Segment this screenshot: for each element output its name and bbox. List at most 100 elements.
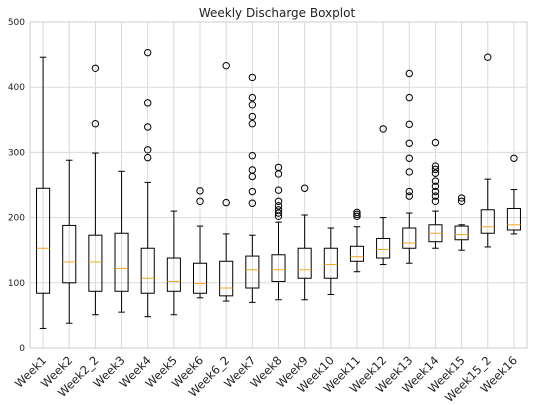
outlier-point: [431, 197, 440, 206]
box-iqr: [245, 255, 260, 289]
outlier-point: [431, 177, 440, 185]
outlier-point: [457, 194, 466, 202]
outlier-point: [248, 166, 257, 174]
outlier-point: [405, 93, 413, 102]
box-iqr: [192, 262, 208, 294]
box-iqr: [140, 247, 155, 294]
outlier-point: [248, 73, 257, 82]
outlier-point: [248, 187, 257, 196]
box-week11: [349, 208, 365, 273]
box-week1: [36, 56, 51, 329]
outlier-point: [405, 69, 413, 78]
outlier-point: [457, 197, 466, 206]
outlier-point: [248, 120, 257, 128]
outlier-point: [405, 192, 413, 200]
box-week2: [62, 159, 77, 324]
outlier-point: [405, 168, 413, 176]
outlier-point: [248, 93, 257, 102]
outlier-point: [274, 206, 283, 214]
outlier-point: [353, 212, 361, 220]
outlier-point: [274, 202, 283, 210]
outlier-point: [431, 165, 440, 174]
box-iqr: [454, 225, 469, 241]
outlier-point: [248, 112, 257, 121]
outlier-point: [274, 209, 283, 217]
box-week8: [271, 163, 286, 301]
outlier-point: [196, 197, 204, 206]
box-week15: [454, 194, 469, 251]
box-week4: [140, 48, 155, 318]
box-week9: [297, 184, 312, 301]
box-week12: [376, 125, 391, 266]
box-iqr: [349, 245, 365, 262]
box-week15-2: [480, 53, 495, 248]
outlier-point: [248, 199, 257, 207]
box-iqr: [88, 234, 103, 292]
box-series: [36, 48, 521, 329]
box-iqr: [297, 247, 312, 279]
outlier-point: [144, 146, 152, 154]
outlier-point: [274, 163, 283, 172]
outlier-point: [431, 138, 440, 147]
outlier-point: [248, 101, 257, 109]
outlier-point: [353, 208, 361, 217]
y-tick-label: 100: [8, 279, 25, 289]
y-axis: 0 100 200 300 400 500: [8, 18, 25, 354]
box-week6-2: [219, 61, 234, 302]
outlier-point: [431, 169, 440, 177]
x-axis: Week1Week2Week2_2Week3Week4Week5Week6Wee…: [12, 353, 520, 405]
y-tick-label: 400: [8, 83, 25, 93]
y-tick-label: 300: [8, 148, 25, 158]
chart-title: Weekly Discharge Boxplot: [199, 6, 356, 20]
outlier-point: [300, 184, 309, 192]
outlier-point: [144, 123, 152, 131]
box-week7: [245, 73, 260, 303]
box-week16: [506, 154, 521, 235]
box-week5: [166, 210, 181, 316]
y-tick-label: 500: [8, 18, 25, 28]
outlier-point: [431, 182, 440, 191]
outlier-point: [405, 139, 413, 147]
box-iqr: [114, 232, 129, 292]
outlier-point: [274, 186, 283, 194]
outlier-point: [222, 61, 230, 70]
box-iqr: [271, 254, 286, 282]
box-week13: [402, 69, 417, 264]
outlier-point: [144, 153, 152, 162]
box-iqr: [323, 247, 338, 279]
outlier-point: [248, 151, 257, 160]
outlier-point: [274, 197, 283, 206]
outlier-point: [431, 187, 440, 196]
box-iqr: [376, 237, 391, 259]
outlier-point: [379, 125, 387, 133]
outlier-point: [196, 187, 204, 195]
box-iqr: [166, 257, 181, 292]
outlier-point: [222, 198, 230, 207]
outlier-point: [91, 120, 100, 128]
box-iqr: [219, 260, 234, 297]
box-iqr: [62, 224, 77, 284]
plot-frame: [29, 21, 528, 349]
outlier-point: [405, 154, 413, 162]
outlier-point: [431, 162, 440, 170]
outlier-point: [144, 99, 152, 107]
outlier-point: [353, 210, 361, 219]
box-iqr: [480, 209, 495, 234]
box-week6: [192, 187, 208, 299]
y-tick-label: 200: [8, 214, 25, 224]
box-iqr: [506, 207, 521, 231]
outlier-point: [431, 192, 440, 200]
box-week14: [428, 138, 443, 249]
box-week2-2: [88, 64, 103, 316]
box-iqr: [402, 227, 417, 249]
y-tick-label: 0: [19, 344, 25, 354]
outlier-point: [91, 64, 100, 72]
outlier-point: [405, 120, 413, 129]
outlier-point: [144, 48, 152, 57]
outlier-point: [484, 53, 492, 61]
box-week3: [114, 170, 129, 313]
outlier-point: [405, 187, 413, 196]
box-iqr: [36, 187, 51, 294]
outlier-point: [510, 154, 518, 162]
